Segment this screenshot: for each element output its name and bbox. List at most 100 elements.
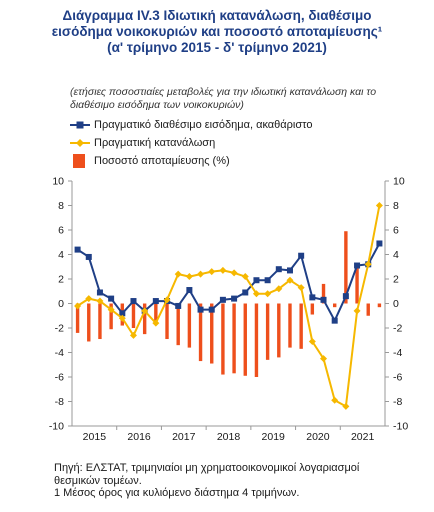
chart-title-line: εισόδημα νοικοκυριών και ποσοστό αποταμί…	[51, 24, 383, 39]
consumption-point	[353, 307, 361, 315]
legend-label-income: Πραγματικό διαθέσιμο εισόδημα, ακαθάριστ…	[94, 119, 313, 131]
y-tick-label-left: 10	[52, 176, 64, 188]
consumption-point	[241, 273, 249, 281]
consumption-point	[297, 284, 305, 292]
saving-bar	[154, 303, 158, 324]
saving-bar	[321, 283, 326, 304]
y-tick-label-left: -4	[55, 347, 64, 359]
y-tick-label-right: 10	[393, 176, 405, 188]
x-tick-label: 2020	[306, 431, 330, 443]
x-tick-label: 2018	[217, 431, 241, 443]
saving-bar	[254, 303, 259, 377]
chart-subtitle: (ετήσιες ποσοστιαίες μεταβολές για την ι…	[70, 86, 390, 112]
saving-bar	[210, 303, 214, 364]
saving-bar	[366, 303, 370, 316]
income-point	[96, 289, 103, 296]
saving-bar	[299, 303, 303, 349]
y-tick-label-right: 2	[393, 274, 399, 286]
saving-bar	[243, 303, 247, 376]
consumption-point	[208, 268, 216, 276]
income-point	[298, 252, 305, 259]
saving-bar	[131, 303, 136, 328]
chart-source-note: Πηγή: ΕΛΣΤΑΤ, τριμηνιαίοι μη χρηματοοικο…	[54, 462, 424, 500]
consumption-point	[286, 276, 294, 284]
y-tick-label-left: 2	[58, 274, 64, 286]
saving-bar	[332, 303, 337, 308]
income-point	[309, 294, 316, 301]
chart-subtitle-line: διαθέσιμο εισόδημα των νοικοκυριών)	[70, 99, 244, 111]
saving-bar	[310, 303, 315, 315]
saving-bar	[142, 303, 147, 335]
y-tick-label-right: 0	[393, 298, 399, 310]
income-series-line	[77, 243, 381, 322]
income-point	[175, 302, 182, 309]
legend-label-consumption: Πραγματική κατανάλωση	[94, 137, 216, 149]
consumption-point	[342, 402, 350, 410]
saving-bar	[344, 231, 348, 304]
consumption-point	[96, 297, 104, 305]
income-point	[186, 287, 193, 294]
saving-bar	[277, 303, 281, 358]
chart-title-line: (α' τρίμηνο 2015 - δ' τρίμηνο 2021)	[107, 40, 327, 55]
income-point	[231, 295, 238, 302]
legend-swatch-saving	[73, 154, 85, 168]
chart-subtitle-line: (ετήσιες ποσοστιαίες μεταβολές για την ι…	[70, 86, 377, 98]
saving-bar	[176, 303, 180, 346]
consumption-point	[141, 307, 149, 315]
income-point	[275, 266, 282, 273]
income-point	[331, 317, 338, 324]
income-point	[242, 289, 249, 296]
chart-title-line: Διάγραμμα IV.3 Ιδιωτική κατανάλωση, διαθ…	[62, 8, 372, 23]
consumption-point	[85, 295, 93, 303]
consumption-point	[163, 296, 171, 304]
saving-bar	[198, 303, 203, 362]
consumption-point	[185, 273, 193, 281]
consumption-point	[364, 260, 372, 268]
consumption-point	[308, 337, 316, 345]
y-tick-label-right: 6	[393, 225, 399, 237]
consumption-point	[252, 290, 260, 298]
income-point	[320, 296, 327, 303]
saving-bar	[187, 303, 192, 348]
income-point	[108, 295, 115, 302]
y-tick-label-left: 6	[58, 225, 64, 237]
consumption-point	[197, 270, 205, 278]
consumption-point	[320, 355, 328, 363]
consumption-point	[264, 290, 272, 298]
x-tick-label: 2015	[83, 431, 107, 443]
income-point	[253, 277, 260, 284]
legend-label-saving: Ποσοστό αποταμίευσης (%)	[94, 155, 230, 167]
saving-bar	[288, 303, 292, 348]
legend-swatch-consumption	[70, 139, 90, 147]
income-point	[119, 310, 126, 317]
y-tick-label-left: -2	[55, 323, 64, 335]
income-point	[219, 296, 226, 303]
consumption-point	[375, 202, 383, 209]
x-tick-label: 2017	[172, 431, 196, 443]
y-tick-label-right: -6	[393, 372, 402, 384]
consumption-point	[230, 269, 238, 277]
consumption-point	[152, 319, 160, 327]
y-tick-label-left: 4	[58, 249, 64, 261]
y-tick-label-right: 8	[393, 200, 399, 212]
saving-bar	[221, 303, 225, 375]
consumption-point	[331, 396, 339, 404]
consumption-point	[129, 331, 137, 339]
y-tick-label-right: 4	[393, 249, 399, 261]
consumption-point	[174, 270, 182, 278]
income-point	[354, 262, 361, 269]
consumption-point	[107, 306, 115, 314]
income-point	[376, 240, 383, 247]
x-tick-label: 2021	[351, 431, 375, 443]
x-tick-label: 2016	[127, 431, 151, 443]
saving-bar	[87, 303, 91, 342]
income-point	[152, 298, 159, 305]
legend-swatch-income	[70, 121, 90, 129]
consumption-point	[275, 285, 283, 293]
y-tick-label-left: -10	[49, 421, 64, 433]
income-point	[197, 306, 204, 313]
consumption-point	[219, 266, 227, 274]
consumption-series-line	[77, 205, 381, 408]
saving-bar	[165, 303, 169, 340]
